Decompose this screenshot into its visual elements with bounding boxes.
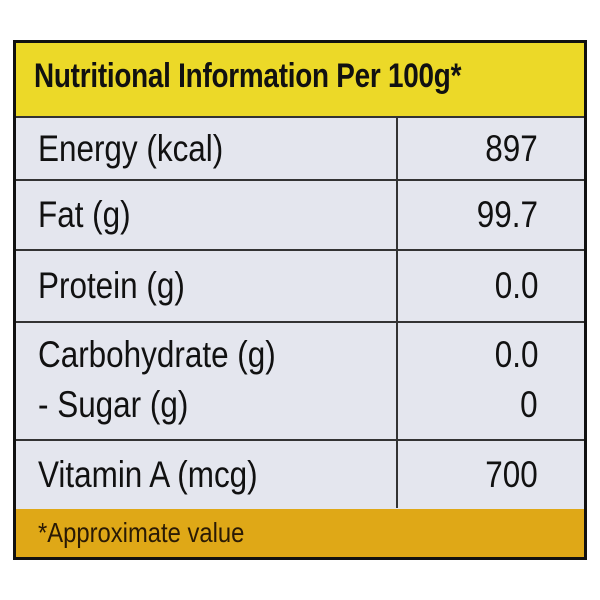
row-label: Energy (kcal) [38, 128, 224, 169]
table-row: Fat (g) 99.7 [16, 181, 584, 251]
table-title: Nutritional Information Per 100g* [34, 57, 462, 95]
row-sub-label: - Sugar (g) [38, 384, 189, 425]
table-row: Carbohydrate (g) 0.0 - Sugar (g) 0 [16, 323, 584, 441]
row-sub-value: 0 [520, 384, 538, 425]
row-label: Protein (g) [38, 265, 185, 306]
table-row: Vitamin A (mcg) 700 [16, 441, 584, 509]
footnote: *Approximate value [38, 517, 245, 548]
row-label: Vitamin A (mcg) [38, 454, 258, 495]
row-label: Carbohydrate (g) [38, 334, 276, 375]
table-header: Nutritional Information Per 100g* [16, 43, 584, 118]
table-footer: *Approximate value [16, 509, 584, 557]
row-value: 0.0 [494, 265, 538, 306]
table-row: Energy (kcal) 897 [16, 118, 584, 181]
row-value: 897 [485, 128, 538, 169]
row-value: 99.7 [476, 194, 538, 235]
column-divider [396, 116, 398, 508]
row-label: Fat (g) [38, 194, 131, 235]
row-value: 700 [485, 454, 538, 495]
table-row: Protein (g) 0.0 [16, 251, 584, 323]
nutrition-table: Nutritional Information Per 100g* Energy… [13, 40, 587, 560]
row-value: 0.0 [494, 334, 538, 375]
